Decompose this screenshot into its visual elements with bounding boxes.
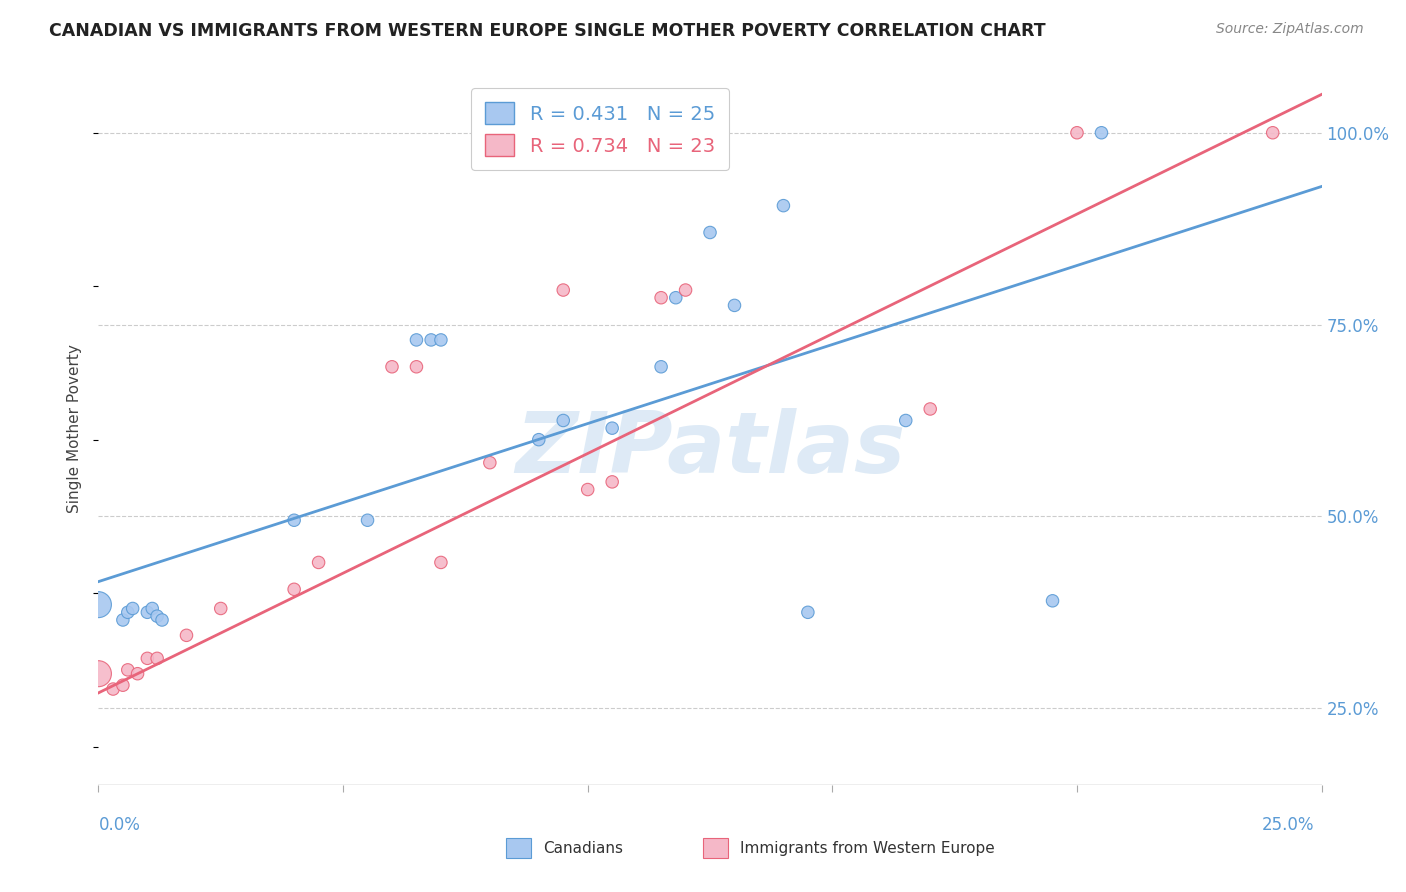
Point bbox=[405, 333, 427, 347]
Point bbox=[527, 433, 550, 447]
Legend: R = 0.431   N = 25, R = 0.734   N = 23: R = 0.431 N = 25, R = 0.734 N = 23 bbox=[471, 88, 728, 170]
Text: 0.0%: 0.0% bbox=[98, 816, 141, 834]
Text: CANADIAN VS IMMIGRANTS FROM WESTERN EUROPE SINGLE MOTHER POVERTY CORRELATION CHA: CANADIAN VS IMMIGRANTS FROM WESTERN EURO… bbox=[49, 22, 1046, 40]
Y-axis label: Single Mother Poverty: Single Mother Poverty bbox=[67, 343, 83, 513]
Point bbox=[1042, 594, 1064, 608]
Point bbox=[117, 605, 139, 619]
Point bbox=[111, 678, 134, 692]
Point bbox=[146, 651, 169, 665]
Point bbox=[117, 663, 139, 677]
Point bbox=[920, 401, 942, 416]
Point bbox=[87, 666, 110, 681]
Point bbox=[894, 413, 917, 427]
Point bbox=[1066, 126, 1088, 140]
Point bbox=[675, 283, 697, 297]
Point bbox=[430, 556, 453, 570]
Text: Immigrants from Western Europe: Immigrants from Western Europe bbox=[740, 841, 994, 855]
Text: 25.0%: 25.0% bbox=[1263, 816, 1315, 834]
Point bbox=[553, 283, 575, 297]
Point bbox=[381, 359, 404, 374]
Point bbox=[665, 291, 688, 305]
Point bbox=[176, 628, 198, 642]
Point bbox=[141, 601, 163, 615]
Point bbox=[553, 413, 575, 427]
Point bbox=[772, 199, 794, 213]
Point bbox=[136, 605, 159, 619]
Point bbox=[430, 333, 453, 347]
Point bbox=[283, 582, 305, 597]
Text: Canadians: Canadians bbox=[543, 841, 623, 855]
Point bbox=[127, 666, 149, 681]
Point bbox=[600, 475, 623, 489]
Point bbox=[146, 609, 169, 624]
Point bbox=[283, 513, 305, 527]
Point bbox=[405, 359, 427, 374]
Point bbox=[600, 421, 623, 435]
Point bbox=[121, 601, 143, 615]
Point bbox=[136, 651, 159, 665]
Point bbox=[111, 613, 134, 627]
Point bbox=[1261, 126, 1284, 140]
Point bbox=[209, 601, 232, 615]
Point bbox=[576, 483, 599, 497]
Point bbox=[723, 298, 745, 312]
Point bbox=[356, 513, 378, 527]
Point bbox=[699, 226, 721, 240]
Point bbox=[308, 556, 330, 570]
Point bbox=[1090, 126, 1112, 140]
Point bbox=[87, 598, 110, 612]
Point bbox=[650, 359, 672, 374]
Text: Source: ZipAtlas.com: Source: ZipAtlas.com bbox=[1216, 22, 1364, 37]
Point bbox=[420, 333, 443, 347]
Text: ZIPatlas: ZIPatlas bbox=[515, 408, 905, 491]
Point bbox=[150, 613, 173, 627]
Point bbox=[650, 291, 672, 305]
Point bbox=[478, 456, 501, 470]
Point bbox=[101, 681, 124, 696]
Point bbox=[797, 605, 820, 619]
